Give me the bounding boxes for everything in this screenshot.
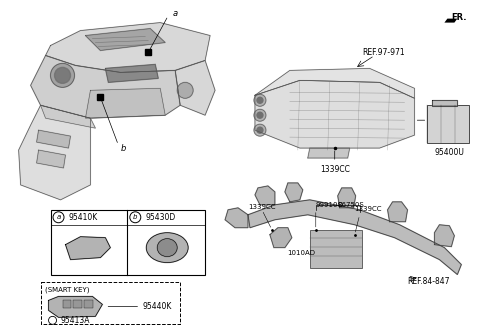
Polygon shape xyxy=(36,130,71,148)
Bar xyxy=(84,300,94,308)
Circle shape xyxy=(257,97,263,103)
Text: 95440K: 95440K xyxy=(142,302,172,311)
Text: 95413A: 95413A xyxy=(60,316,90,325)
Text: 95430D: 95430D xyxy=(145,213,176,222)
Circle shape xyxy=(254,124,266,136)
Bar xyxy=(310,230,361,268)
Circle shape xyxy=(257,127,263,133)
Circle shape xyxy=(254,94,266,106)
Text: FR.: FR. xyxy=(451,13,467,22)
Text: 99910C: 99910C xyxy=(316,202,343,208)
Circle shape xyxy=(257,112,263,118)
Text: b: b xyxy=(120,144,126,153)
Polygon shape xyxy=(225,208,248,228)
Bar xyxy=(62,300,72,308)
Bar xyxy=(73,300,83,308)
Polygon shape xyxy=(255,80,415,148)
Polygon shape xyxy=(444,19,457,23)
Polygon shape xyxy=(387,202,408,222)
Polygon shape xyxy=(19,105,90,200)
Polygon shape xyxy=(255,186,275,205)
Text: 1010AD: 1010AD xyxy=(287,250,315,256)
Bar xyxy=(428,105,469,143)
Text: REF.97-971: REF.97-971 xyxy=(363,48,405,57)
Polygon shape xyxy=(255,69,415,98)
Polygon shape xyxy=(308,148,350,158)
Polygon shape xyxy=(85,29,165,51)
Polygon shape xyxy=(175,60,215,115)
Text: 1339CC: 1339CC xyxy=(320,165,349,174)
Text: a: a xyxy=(57,214,60,220)
Bar xyxy=(41,282,180,324)
Circle shape xyxy=(55,68,71,83)
Bar xyxy=(50,210,205,275)
Polygon shape xyxy=(434,225,455,247)
Text: 95400U: 95400U xyxy=(434,148,464,157)
Polygon shape xyxy=(285,183,303,202)
Polygon shape xyxy=(36,150,65,168)
Polygon shape xyxy=(31,55,180,118)
Circle shape xyxy=(254,109,266,121)
Polygon shape xyxy=(248,200,461,275)
Polygon shape xyxy=(106,64,158,82)
Circle shape xyxy=(50,63,74,87)
Text: 95410K: 95410K xyxy=(69,213,98,222)
Polygon shape xyxy=(338,188,356,208)
Text: 86750S: 86750S xyxy=(338,202,364,208)
Text: REF.84-847: REF.84-847 xyxy=(408,277,450,286)
Text: (SMART KEY): (SMART KEY) xyxy=(45,286,89,293)
Polygon shape xyxy=(432,100,457,106)
Text: 1339CC: 1339CC xyxy=(355,206,382,212)
Ellipse shape xyxy=(146,233,188,263)
Text: b: b xyxy=(133,214,138,220)
Text: 1339CC: 1339CC xyxy=(248,204,276,210)
Polygon shape xyxy=(48,297,102,318)
Polygon shape xyxy=(65,237,110,259)
Ellipse shape xyxy=(157,239,177,256)
Polygon shape xyxy=(41,105,96,128)
Polygon shape xyxy=(270,228,292,248)
Polygon shape xyxy=(85,88,165,118)
Circle shape xyxy=(177,82,193,98)
Polygon shape xyxy=(46,23,210,72)
Text: a: a xyxy=(172,9,177,18)
